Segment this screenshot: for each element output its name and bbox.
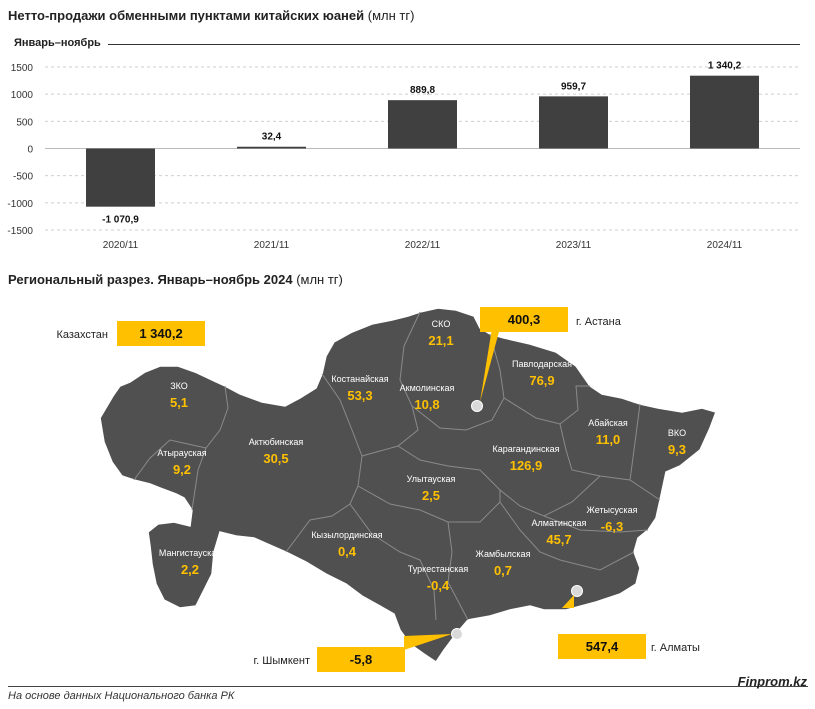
y-tick-label: 0 bbox=[27, 145, 33, 156]
x-tick-label: 2023/11 bbox=[556, 240, 592, 251]
data-label: -1 070,9 bbox=[102, 215, 139, 226]
almaty-box bbox=[558, 634, 646, 659]
city-value: -5,8 bbox=[350, 652, 372, 667]
chart-title: Нетто-продажи обменными пунктами китайск… bbox=[8, 8, 415, 23]
bar bbox=[539, 96, 608, 149]
astana-box bbox=[480, 307, 568, 332]
region-value: 45,7 bbox=[546, 532, 571, 547]
shymkent-marker bbox=[451, 628, 463, 640]
astana-callout-pointer bbox=[480, 328, 500, 402]
region-value: 9,3 bbox=[668, 442, 686, 457]
data-label: 32,4 bbox=[262, 132, 282, 143]
data-label: 889,8 bbox=[410, 85, 435, 96]
footer-rule bbox=[8, 686, 808, 687]
kazakhstan-label: Казахстан bbox=[56, 329, 108, 341]
region-name: ЗКО bbox=[170, 381, 188, 391]
bar bbox=[690, 75, 759, 149]
region-value: 11,0 bbox=[596, 432, 621, 447]
region-value: 9,2 bbox=[173, 462, 191, 477]
bar bbox=[388, 100, 457, 149]
region-value: 0,4 bbox=[338, 544, 357, 559]
kazakhstan-value: 1 340,2 bbox=[139, 326, 182, 341]
bar bbox=[86, 148, 155, 207]
kazakhstan-box bbox=[117, 321, 205, 346]
bar-chart: 1500 1000 500 0 -500 -1000 -1500 -1 070,9 2020/1… bbox=[7, 61, 800, 251]
data-label: 1 340,2 bbox=[708, 61, 742, 72]
region-name: Абайская bbox=[588, 418, 628, 428]
data-label: 959,7 bbox=[561, 81, 586, 92]
region-name: Туркестанская bbox=[408, 564, 469, 574]
kazakhstan-map: СКО 21,1 Павлодарская 76,9 Костанайская 53,3 А… bbox=[56, 307, 717, 672]
kazakhstan-outline bbox=[99, 307, 717, 664]
x-tick-label: 2024/11 bbox=[707, 240, 743, 251]
period-label: Январь–ноябрь bbox=[14, 37, 101, 49]
region-name: Актюбинская bbox=[249, 437, 304, 447]
shymkent-callout-pointer bbox=[404, 634, 452, 650]
city-value: 547,4 bbox=[586, 639, 619, 654]
region-name: Улытауская bbox=[407, 474, 456, 484]
almaty-callout-pointer bbox=[562, 595, 574, 608]
y-tick-label: -500 bbox=[13, 172, 33, 183]
y-tick-label: -1000 bbox=[7, 199, 33, 210]
region-value: 21,1 bbox=[428, 333, 453, 348]
region-name: Мангистауская bbox=[159, 548, 221, 558]
almaty-marker bbox=[571, 585, 583, 597]
y-tick-label: -1500 bbox=[7, 226, 33, 237]
region-name: Акмолинская bbox=[400, 383, 455, 393]
title-rule bbox=[108, 44, 800, 45]
region-name: Алматинская bbox=[532, 518, 587, 528]
region-value: 0,7 bbox=[494, 563, 512, 578]
astana-marker bbox=[471, 400, 483, 412]
region-value: 30,5 bbox=[263, 451, 288, 466]
y-tick-label: 1000 bbox=[11, 90, 34, 101]
region-value: 2,5 bbox=[422, 488, 440, 503]
city-label: г. Шымкент bbox=[254, 655, 311, 667]
region-value: 126,9 bbox=[510, 458, 543, 473]
x-tick-label: 2021/11 bbox=[254, 240, 290, 251]
region-value: 10,8 bbox=[414, 397, 439, 412]
x-tick-label: 2020/11 bbox=[103, 240, 139, 251]
city-value: 400,3 bbox=[508, 312, 541, 327]
brand-logo: Finprom.kz bbox=[737, 674, 807, 689]
y-tick-label: 1500 bbox=[11, 63, 34, 74]
region-name: Костанайская bbox=[331, 374, 388, 384]
y-tick-label: 500 bbox=[16, 117, 33, 128]
region-value: 2,2 bbox=[181, 562, 199, 577]
x-tick-label: 2022/11 bbox=[405, 240, 441, 251]
region-name: Жетысуская bbox=[587, 505, 638, 515]
region-name: Павлодарская bbox=[512, 359, 572, 369]
region-value: -6,3 bbox=[601, 519, 623, 534]
region-value: 76,9 bbox=[529, 373, 554, 388]
city-label: г. Астана bbox=[576, 316, 622, 328]
region-name: Жамбылская bbox=[476, 549, 531, 559]
region-name: Кызылординская bbox=[311, 530, 382, 540]
bar bbox=[237, 146, 306, 149]
region-name: Атырауская bbox=[157, 448, 206, 458]
city-label: г. Алматы bbox=[651, 642, 700, 654]
source-note: На основе данных Национального банка РК bbox=[8, 690, 235, 702]
shymkent-box bbox=[317, 647, 405, 672]
region-name: Карагандинская bbox=[492, 444, 559, 454]
region-value: 53,3 bbox=[347, 388, 372, 403]
map-section-title: Региональный разрез. Январь–ноябрь 2024 … bbox=[8, 272, 343, 287]
region-name: СКО bbox=[432, 319, 451, 329]
region-value: -0,4 bbox=[427, 578, 450, 593]
region-name: ВКО bbox=[668, 428, 686, 438]
region-value: 5,1 bbox=[170, 395, 188, 410]
region-borders bbox=[133, 311, 661, 621]
